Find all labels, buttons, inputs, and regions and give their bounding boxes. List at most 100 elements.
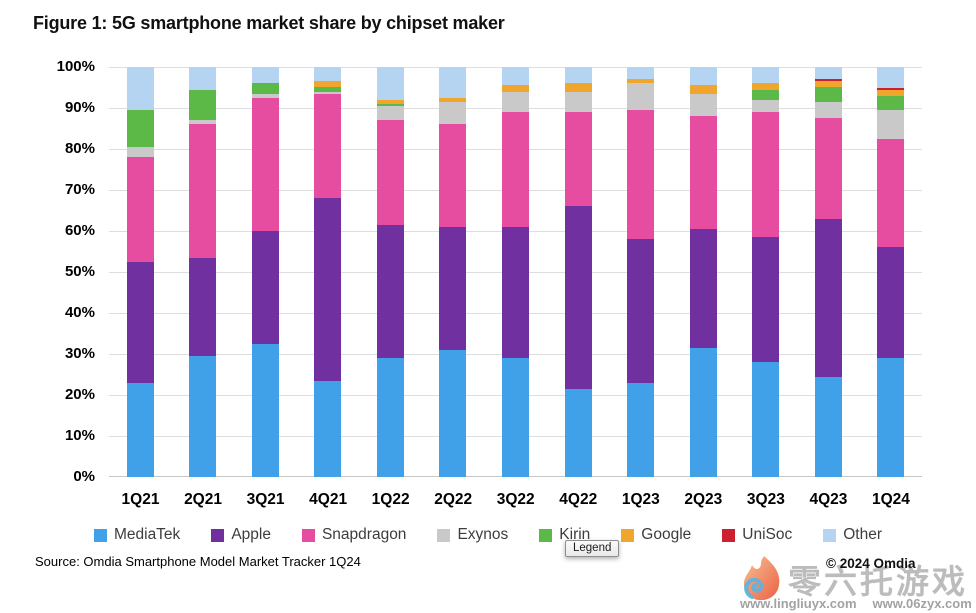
segment-google-2Q23 bbox=[689, 85, 717, 94]
watermark-urls: www.lingliuyx.com www.06zyx.com bbox=[740, 596, 974, 611]
y-tick-50pct: 50% bbox=[64, 263, 95, 280]
bar-3Q21 bbox=[251, 67, 279, 477]
legend-tooltip: Legend bbox=[565, 540, 620, 557]
segment-mediatek-1Q21 bbox=[126, 382, 154, 477]
segment-kirin-4Q21 bbox=[314, 87, 342, 92]
segment-other-1Q22 bbox=[376, 67, 404, 100]
x-tick-4Q23: 4Q23 bbox=[809, 491, 848, 508]
segment-other-1Q21 bbox=[126, 67, 154, 111]
segment-snapdragon-3Q21 bbox=[251, 97, 279, 231]
segment-google-3Q22 bbox=[502, 85, 529, 92]
segment-snapdragon-2Q22 bbox=[439, 124, 467, 227]
segment-google-3Q23 bbox=[752, 83, 780, 90]
x-tick-4Q21: 4Q21 bbox=[309, 491, 348, 508]
y-tick-80pct: 80% bbox=[64, 140, 95, 157]
segment-apple-1Q24 bbox=[877, 247, 905, 359]
segment-mediatek-2Q23 bbox=[689, 347, 717, 477]
segment-mediatek-4Q23 bbox=[814, 376, 842, 477]
chart-legend[interactable]: MediaTek Apple Snapdragon Exynos Kirin Google… bbox=[0, 526, 976, 544]
segment-exynos-3Q21 bbox=[251, 93, 279, 98]
segment-snapdragon-3Q22 bbox=[502, 112, 529, 227]
segment-apple-1Q22 bbox=[376, 224, 404, 359]
segment-google-1Q23 bbox=[627, 79, 655, 84]
segment-snapdragon-2Q23 bbox=[689, 116, 717, 229]
watermark-url-left: www.lingliuyx.com bbox=[740, 596, 857, 611]
y-tick-10pct: 10% bbox=[64, 427, 95, 444]
segment-mediatek-1Q24 bbox=[877, 358, 905, 477]
copyright-text: © 2024 Omdia bbox=[826, 556, 916, 571]
y-tick-90pct: 90% bbox=[64, 99, 95, 116]
segment-snapdragon-3Q23 bbox=[752, 112, 780, 238]
watermark: 零六托游戏 www.lingliuyx.com www.06zyx.com bbox=[740, 553, 974, 613]
segment-snapdragon-1Q23 bbox=[627, 110, 655, 240]
x-axis: 1Q21 2Q21 3Q21 4Q21 1Q22 2Q22 3Q22 4Q22 1Q23 2Q23… bbox=[109, 491, 922, 515]
segment-exynos-2Q21 bbox=[189, 120, 217, 125]
segment-mediatek-3Q23 bbox=[752, 362, 780, 477]
legend-item-exynos: Exynos bbox=[437, 526, 508, 544]
legend-swatch-unisoc bbox=[722, 528, 736, 542]
segment-google-4Q22 bbox=[564, 83, 592, 92]
segment-kirin-1Q21 bbox=[126, 110, 154, 147]
segment-exynos-4Q22 bbox=[564, 91, 592, 113]
legend-item-apple: Apple bbox=[211, 526, 271, 544]
y-axis: 0% 10% 20% 30% 40% 50% 60% 70% 80% 90% 100% bbox=[0, 58, 95, 485]
segment-mediatek-1Q22 bbox=[376, 358, 404, 477]
legend-label-unisoc: UniSoc bbox=[742, 526, 793, 543]
segment-exynos-4Q23 bbox=[814, 101, 842, 119]
legend-label-mediatek: MediaTek bbox=[113, 526, 181, 543]
bar-3Q22 bbox=[502, 67, 529, 477]
x-tick-1Q23: 1Q23 bbox=[621, 491, 660, 508]
segment-google-4Q21 bbox=[314, 81, 342, 88]
bar-2Q22 bbox=[439, 67, 467, 477]
segment-apple-1Q23 bbox=[627, 239, 655, 383]
segment-exynos-2Q23 bbox=[689, 93, 717, 117]
segment-exynos-3Q22 bbox=[502, 91, 529, 113]
x-tick-2Q21: 2Q21 bbox=[184, 491, 222, 508]
segment-apple-2Q23 bbox=[689, 228, 717, 348]
legend-label-google: Google bbox=[641, 526, 692, 543]
y-tick-60pct: 60% bbox=[64, 222, 95, 239]
segment-kirin-2Q21 bbox=[189, 89, 217, 121]
y-tick-40pct: 40% bbox=[64, 304, 95, 321]
segment-kirin-4Q23 bbox=[814, 87, 842, 102]
segment-mediatek-2Q21 bbox=[189, 356, 217, 477]
bar-4Q21 bbox=[314, 67, 342, 477]
segment-exynos-4Q21 bbox=[314, 91, 342, 94]
legend-label-snapdragon: Snapdragon bbox=[321, 526, 407, 543]
segment-other-1Q24 bbox=[877, 67, 905, 88]
legend-tooltip-text: Legend bbox=[573, 542, 612, 554]
legend-item-google: Google bbox=[621, 526, 691, 544]
x-tick-1Q21: 1Q21 bbox=[121, 491, 160, 508]
segment-snapdragon-2Q21 bbox=[189, 124, 217, 258]
legend-item-snapdragon: Snapdragon bbox=[301, 526, 407, 544]
x-tick-3Q21: 3Q21 bbox=[246, 491, 285, 508]
segment-apple-3Q23 bbox=[752, 237, 780, 363]
segment-exynos-1Q24 bbox=[877, 110, 905, 139]
x-tick-3Q22: 3Q22 bbox=[496, 491, 535, 508]
x-tick-1Q24: 1Q24 bbox=[871, 491, 910, 508]
segment-apple-3Q21 bbox=[251, 230, 279, 344]
segment-other-4Q22 bbox=[564, 67, 592, 84]
segment-unisoc-1Q24 bbox=[877, 87, 905, 90]
segment-other-2Q23 bbox=[689, 67, 717, 86]
bar-2Q21 bbox=[189, 67, 217, 477]
x-tick-4Q22: 4Q22 bbox=[559, 491, 598, 508]
bar-4Q22 bbox=[564, 67, 592, 477]
bar-1Q21 bbox=[126, 67, 154, 477]
y-tick-100pct: 100% bbox=[56, 58, 95, 75]
segment-mediatek-4Q21 bbox=[314, 380, 342, 477]
legend-label-apple: Apple bbox=[231, 526, 271, 543]
x-tick-2Q22: 2Q22 bbox=[434, 491, 473, 508]
segment-kirin-3Q23 bbox=[752, 89, 780, 100]
segment-snapdragon-1Q22 bbox=[376, 120, 404, 225]
segment-kirin-3Q21 bbox=[251, 83, 279, 94]
watermark-url-right: www.06zyx.com bbox=[872, 596, 972, 611]
segment-exynos-2Q22 bbox=[439, 101, 467, 125]
legend-item-unisoc: UniSoc bbox=[722, 526, 792, 544]
segment-apple-2Q21 bbox=[189, 257, 217, 357]
bar-1Q22 bbox=[376, 67, 404, 477]
legend-swatch-other bbox=[823, 528, 837, 542]
y-tick-30pct: 30% bbox=[64, 345, 95, 362]
segment-snapdragon-4Q23 bbox=[814, 118, 842, 219]
